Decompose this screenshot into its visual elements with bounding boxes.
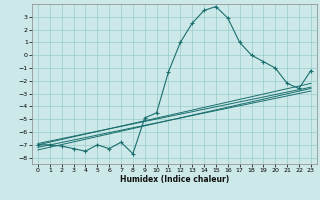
X-axis label: Humidex (Indice chaleur): Humidex (Indice chaleur) <box>120 175 229 184</box>
